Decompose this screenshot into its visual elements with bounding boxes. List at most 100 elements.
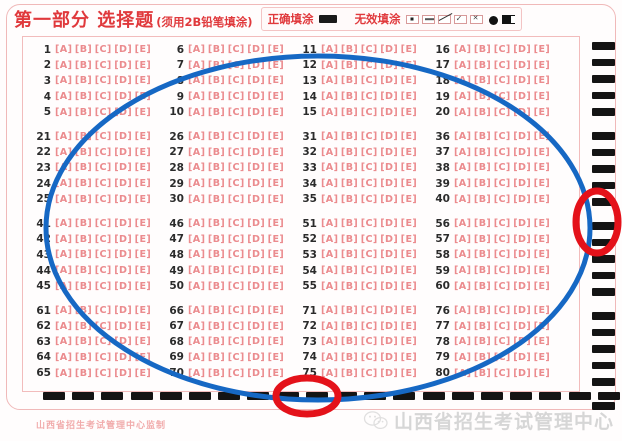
option-bubble-C[interactable]: [C] [227,193,245,205]
option-bubble-E[interactable]: [E] [533,305,551,317]
option-bubble-B[interactable]: [B] [207,351,226,363]
option-bubble-D[interactable]: [D] [513,178,532,190]
option-bubble-A[interactable]: [A] [454,336,472,348]
option-bubble-A[interactable]: [A] [55,280,73,292]
option-bubble-D[interactable]: [D] [513,91,532,103]
option-bubble-A[interactable]: [A] [55,193,73,205]
option-bubble-C[interactable]: [C] [94,75,112,87]
option-bubble-E[interactable]: [E] [134,44,152,56]
option-bubble-D[interactable]: [D] [247,249,266,261]
option-bubble-D[interactable]: [D] [114,193,133,205]
option-bubble-A[interactable]: [A] [454,265,472,277]
option-bubbles[interactable]: [A] [B] [C] [D] [E] [454,194,553,205]
option-bubble-E[interactable]: [E] [400,44,418,56]
option-bubble-C[interactable]: [C] [227,178,245,190]
option-bubble-A[interactable]: [A] [55,162,73,174]
option-bubble-A[interactable]: [A] [454,193,472,205]
option-bubble-A[interactable]: [A] [321,280,339,292]
option-bubble-E[interactable]: [E] [400,75,418,87]
question-item[interactable]: 12 [A] [B] [C] [D] [E] [297,59,430,71]
option-bubble-E[interactable]: [E] [134,162,152,174]
option-bubble-D[interactable]: [D] [114,336,133,348]
option-bubble-C[interactable]: [C] [94,59,112,71]
question-item[interactable]: 64 [A] [B] [C] [D] [E] [31,351,164,363]
option-bubble-A[interactable]: [A] [188,91,206,103]
question-item[interactable]: 40 [A] [B] [C] [D] [E] [430,193,563,205]
option-bubble-A[interactable]: [A] [454,44,472,56]
option-bubble-A[interactable]: [A] [188,367,206,379]
question-item[interactable]: 77 [A] [B] [C] [D] [E] [430,320,563,332]
option-bubble-D[interactable]: [D] [380,265,399,277]
question-item[interactable]: 19 [A] [B] [C] [D] [E] [430,91,563,103]
option-bubble-D[interactable]: [D] [247,218,266,230]
option-bubble-A[interactable]: [A] [188,131,206,143]
option-bubbles[interactable]: [A] [B] [C] [D] [E] [321,178,420,189]
question-item[interactable]: 43 [A] [B] [C] [D] [E] [31,249,164,261]
option-bubble-E[interactable]: [E] [134,233,152,245]
option-bubble-C[interactable]: [C] [94,131,112,143]
option-bubble-E[interactable]: [E] [533,367,551,379]
option-bubble-D[interactable]: [D] [114,233,133,245]
option-bubble-A[interactable]: [A] [321,75,339,87]
option-bubbles[interactable]: [A] [B] [C] [D] [E] [55,336,154,347]
option-bubble-B[interactable]: [B] [473,367,492,379]
question-item[interactable]: 34 [A] [B] [C] [D] [E] [297,178,430,190]
option-bubble-D[interactable]: [D] [114,320,133,332]
option-bubble-E[interactable]: [E] [400,91,418,103]
option-bubble-D[interactable]: [D] [380,193,399,205]
option-bubble-A[interactable]: [A] [454,162,472,174]
option-bubble-B[interactable]: [B] [207,280,226,292]
option-bubble-A[interactable]: [A] [188,162,206,174]
option-bubbles[interactable]: [A] [B] [C] [D] [E] [55,75,154,86]
question-item[interactable]: 65 [A] [B] [C] [D] [E] [31,367,164,379]
option-bubbles[interactable]: [A] [B] [C] [D] [E] [188,281,287,292]
option-bubble-B[interactable]: [B] [340,249,359,261]
question-item[interactable]: 35 [A] [B] [C] [D] [E] [297,193,430,205]
option-bubble-D[interactable]: [D] [513,106,532,118]
option-bubble-D[interactable]: [D] [114,351,133,363]
option-bubble-B[interactable]: [B] [473,218,492,230]
option-bubbles[interactable]: [A] [B] [C] [D] [E] [321,321,420,332]
option-bubble-C[interactable]: [C] [493,178,511,190]
option-bubble-B[interactable]: [B] [473,336,492,348]
option-bubble-B[interactable]: [B] [207,91,226,103]
option-bubble-E[interactable]: [E] [400,336,418,348]
option-bubble-C[interactable]: [C] [94,336,112,348]
option-bubble-A[interactable]: [A] [188,280,206,292]
option-bubble-C[interactable]: [C] [360,178,378,190]
option-bubble-E[interactable]: [E] [267,162,285,174]
option-bubble-C[interactable]: [C] [227,131,245,143]
option-bubble-A[interactable]: [A] [188,146,206,158]
option-bubble-B[interactable]: [B] [340,280,359,292]
question-item[interactable]: 58 [A] [B] [C] [D] [E] [430,249,563,261]
option-bubble-D[interactable]: [D] [513,218,532,230]
question-item[interactable]: 7 [A] [B] [C] [D] [E] [164,59,297,71]
option-bubble-D[interactable]: [D] [513,305,532,317]
option-bubble-B[interactable]: [B] [340,351,359,363]
option-bubble-D[interactable]: [D] [380,367,399,379]
option-bubble-D[interactable]: [D] [247,367,266,379]
option-bubble-B[interactable]: [B] [74,249,93,261]
option-bubble-B[interactable]: [B] [74,305,93,317]
option-bubble-D[interactable]: [D] [247,351,266,363]
option-bubble-A[interactable]: [A] [321,193,339,205]
option-bubble-D[interactable]: [D] [513,146,532,158]
option-bubble-B[interactable]: [B] [340,193,359,205]
option-bubble-B[interactable]: [B] [74,91,93,103]
option-bubble-A[interactable]: [A] [321,106,339,118]
option-bubble-B[interactable]: [B] [473,351,492,363]
option-bubble-E[interactable]: [E] [400,280,418,292]
option-bubbles[interactable]: [A] [B] [C] [D] [E] [454,60,553,71]
option-bubbles[interactable]: [A] [B] [C] [D] [E] [188,75,287,86]
option-bubbles[interactable]: [A] [B] [C] [D] [E] [321,60,420,71]
option-bubble-C[interactable]: [C] [360,320,378,332]
question-item[interactable]: 31 [A] [B] [C] [D] [E] [297,131,430,143]
option-bubble-A[interactable]: [A] [55,131,73,143]
question-item[interactable]: 33 [A] [B] [C] [D] [E] [297,162,430,174]
option-bubble-B[interactable]: [B] [74,193,93,205]
option-bubble-B[interactable]: [B] [74,106,93,118]
option-bubble-D[interactable]: [D] [114,146,133,158]
option-bubble-C[interactable]: [C] [227,336,245,348]
option-bubbles[interactable]: [A] [B] [C] [D] [E] [55,265,154,276]
option-bubble-C[interactable]: [C] [94,249,112,261]
